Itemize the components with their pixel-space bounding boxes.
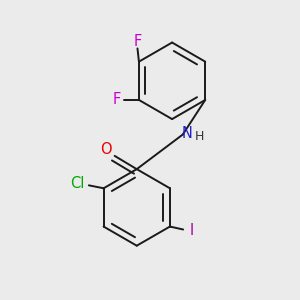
Text: O: O — [100, 142, 112, 157]
Text: F: F — [133, 34, 142, 49]
Text: N: N — [182, 126, 193, 141]
Text: Cl: Cl — [70, 176, 84, 191]
Text: I: I — [189, 223, 194, 238]
Text: F: F — [113, 92, 121, 107]
Text: H: H — [194, 130, 204, 143]
